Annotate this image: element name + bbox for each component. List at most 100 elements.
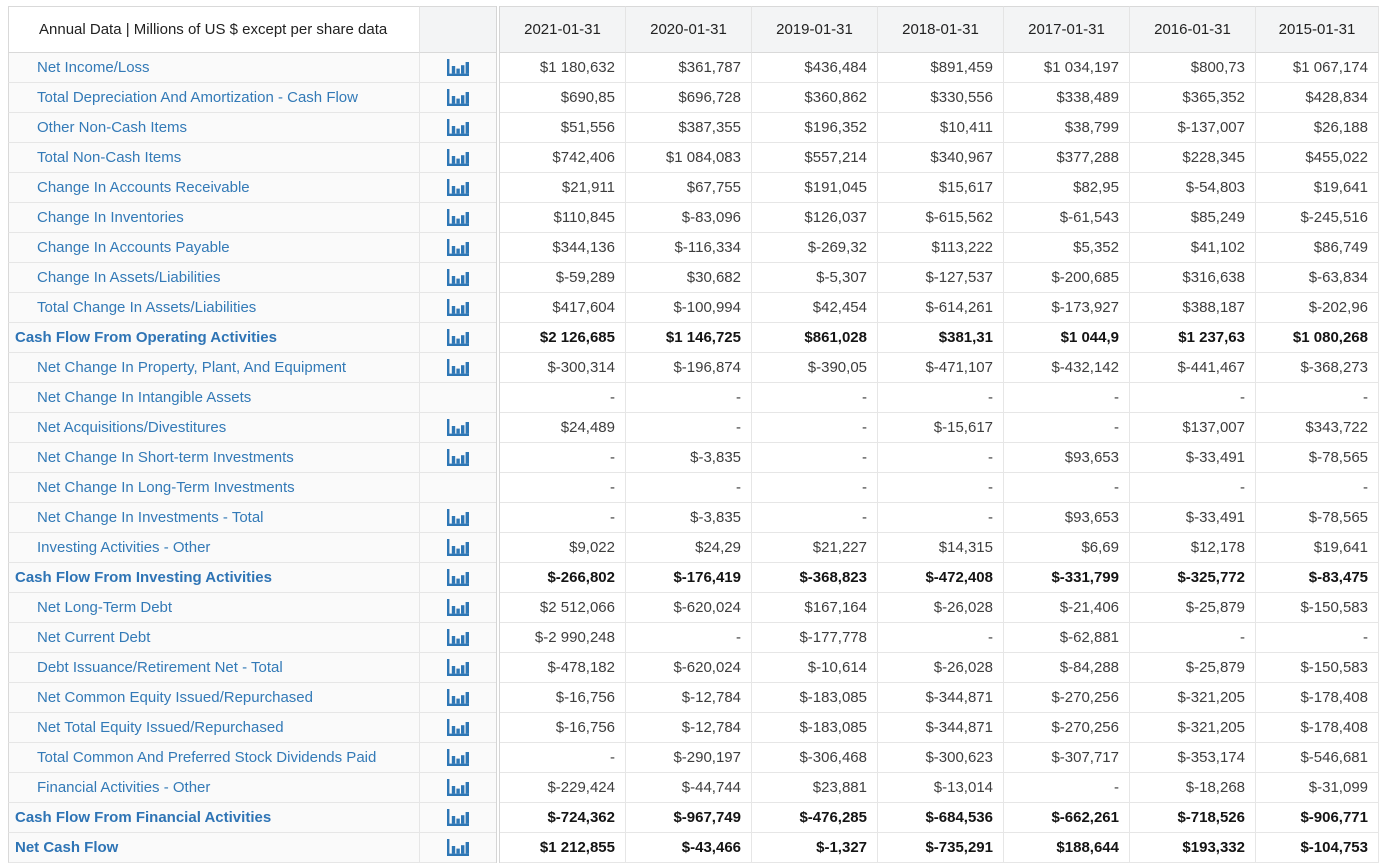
row-label[interactable]: Change In Assets/Liabilities — [8, 263, 420, 293]
row-label[interactable]: Net Current Debt — [8, 623, 420, 653]
chart-icon-cell[interactable] — [420, 413, 496, 443]
row-label[interactable]: Total Change In Assets/Liabilities — [8, 293, 420, 323]
chart-icon-cell[interactable] — [420, 233, 496, 263]
chart-icon-cell[interactable] — [420, 773, 496, 803]
row-label[interactable]: Net Income/Loss — [8, 53, 420, 83]
row-label[interactable]: Net Change In Intangible Assets — [8, 383, 420, 413]
bar-chart-icon[interactable] — [447, 629, 469, 647]
bar-chart-icon[interactable] — [447, 569, 469, 587]
bar-chart-icon[interactable] — [447, 419, 469, 437]
table-title: Annual Data | Millions of US $ except pe… — [8, 6, 420, 53]
chart-icon-cell[interactable] — [420, 173, 496, 203]
row-label[interactable]: Net Change In Long-Term Investments — [8, 473, 420, 503]
value-cell: - — [626, 413, 752, 443]
row-label[interactable]: Net Change In Property, Plant, And Equip… — [8, 353, 420, 383]
bar-chart-icon[interactable] — [447, 89, 469, 107]
bar-chart-icon[interactable] — [447, 599, 469, 617]
row-label[interactable]: Cash Flow From Investing Activities — [8, 563, 420, 593]
value-cell: $-178,408 — [1256, 683, 1379, 713]
value-cell: $316,638 — [1130, 263, 1256, 293]
value-cell: $-368,273 — [1256, 353, 1379, 383]
bar-chart-icon[interactable] — [447, 449, 469, 467]
bar-chart-icon[interactable] — [447, 749, 469, 767]
row-label[interactable]: Net Cash Flow — [8, 833, 420, 863]
chart-icon-cell[interactable] — [420, 263, 496, 293]
bar-chart-icon[interactable] — [447, 809, 469, 827]
bar-chart-icon[interactable] — [447, 299, 469, 317]
row-label[interactable]: Change In Inventories — [8, 203, 420, 233]
row-label[interactable]: Net Change In Investments - Total — [8, 503, 420, 533]
row-label[interactable]: Cash Flow From Operating Activities — [8, 323, 420, 353]
bar-chart-icon[interactable] — [447, 59, 469, 77]
chart-icon-cell[interactable] — [420, 203, 496, 233]
bar-chart-icon[interactable] — [447, 839, 469, 857]
value-cell: $113,222 — [878, 233, 1004, 263]
chart-icon-cell[interactable] — [420, 563, 496, 593]
value-cell: - — [752, 383, 878, 413]
row-label[interactable]: Net Total Equity Issued/Repurchased — [8, 713, 420, 743]
value-cell: $-202,96 — [1256, 293, 1379, 323]
bar-chart-icon[interactable] — [447, 179, 469, 197]
bar-chart-icon[interactable] — [447, 269, 469, 287]
chart-icon-cell[interactable] — [420, 653, 496, 683]
row-label[interactable]: Net Long-Term Debt — [8, 593, 420, 623]
bar-chart-icon[interactable] — [447, 149, 469, 167]
row-label[interactable]: Change In Accounts Receivable — [8, 173, 420, 203]
chart-icon-cell[interactable] — [420, 53, 496, 83]
bar-chart-icon[interactable] — [447, 659, 469, 677]
bar-chart-icon[interactable] — [447, 779, 469, 797]
bar-chart-icon[interactable] — [447, 509, 469, 527]
bar-chart-icon[interactable] — [447, 689, 469, 707]
row-label[interactable]: Total Non-Cash Items — [8, 143, 420, 173]
bar-chart-icon[interactable] — [447, 719, 469, 737]
row-label[interactable]: Debt Issuance/Retirement Net - Total — [8, 653, 420, 683]
bar-chart-icon[interactable] — [447, 359, 469, 377]
value-cell: $-16,756 — [500, 683, 626, 713]
table-row: Net Income/Loss $1 180,632 $361,787 $436,48… — [8, 53, 1379, 83]
value-cell: $-432,142 — [1004, 353, 1130, 383]
bar-chart-icon[interactable] — [447, 539, 469, 557]
chart-icon-cell[interactable] — [420, 623, 496, 653]
row-label[interactable]: Financial Activities - Other — [8, 773, 420, 803]
row-label[interactable]: Total Common And Preferred Stock Dividen… — [8, 743, 420, 773]
value-cell: $23,881 — [752, 773, 878, 803]
row-label[interactable]: Cash Flow From Financial Activities — [8, 803, 420, 833]
row-label[interactable]: Total Depreciation And Amortization - Ca… — [8, 83, 420, 113]
chart-icon-cell[interactable] — [420, 533, 496, 563]
chart-icon-cell[interactable] — [420, 83, 496, 113]
value-cell: $41,102 — [1130, 233, 1256, 263]
value-cell: $30,682 — [626, 263, 752, 293]
value-cell: $742,406 — [500, 143, 626, 173]
chart-icon-cell[interactable] — [420, 293, 496, 323]
chart-icon-cell[interactable] — [420, 323, 496, 353]
chart-icon-cell[interactable] — [420, 143, 496, 173]
chart-icon-cell[interactable] — [420, 683, 496, 713]
value-cell: $1 034,197 — [1004, 53, 1130, 83]
chart-icon-cell[interactable] — [420, 593, 496, 623]
chart-icon-cell[interactable] — [420, 353, 496, 383]
row-label[interactable]: Change In Accounts Payable — [8, 233, 420, 263]
row-label[interactable]: Investing Activities - Other — [8, 533, 420, 563]
row-label[interactable]: Other Non-Cash Items — [8, 113, 420, 143]
bar-chart-icon[interactable] — [447, 209, 469, 227]
row-label[interactable]: Net Acquisitions/Divestitures — [8, 413, 420, 443]
row-label[interactable]: Net Common Equity Issued/Repurchased — [8, 683, 420, 713]
bar-chart-icon[interactable] — [447, 329, 469, 347]
chart-icon-cell[interactable] — [420, 443, 496, 473]
chart-icon-cell[interactable] — [420, 833, 496, 863]
frozen-pane-divider — [496, 473, 500, 503]
chart-icon-cell[interactable] — [420, 713, 496, 743]
value-cell: $-441,467 — [1130, 353, 1256, 383]
chart-icon-cell[interactable] — [420, 743, 496, 773]
bar-chart-icon[interactable] — [447, 119, 469, 137]
value-cell: $344,136 — [500, 233, 626, 263]
table-row: Total Common And Preferred Stock Dividen… — [8, 743, 1379, 773]
value-cell: $-83,475 — [1256, 563, 1379, 593]
bar-chart-icon[interactable] — [447, 239, 469, 257]
chart-icon-cell[interactable] — [420, 113, 496, 143]
value-cell: $-127,537 — [878, 263, 1004, 293]
row-label[interactable]: Net Change In Short-term Investments — [8, 443, 420, 473]
chart-icon-cell[interactable] — [420, 503, 496, 533]
chart-icon-cell[interactable] — [420, 803, 496, 833]
value-cell: $137,007 — [1130, 413, 1256, 443]
